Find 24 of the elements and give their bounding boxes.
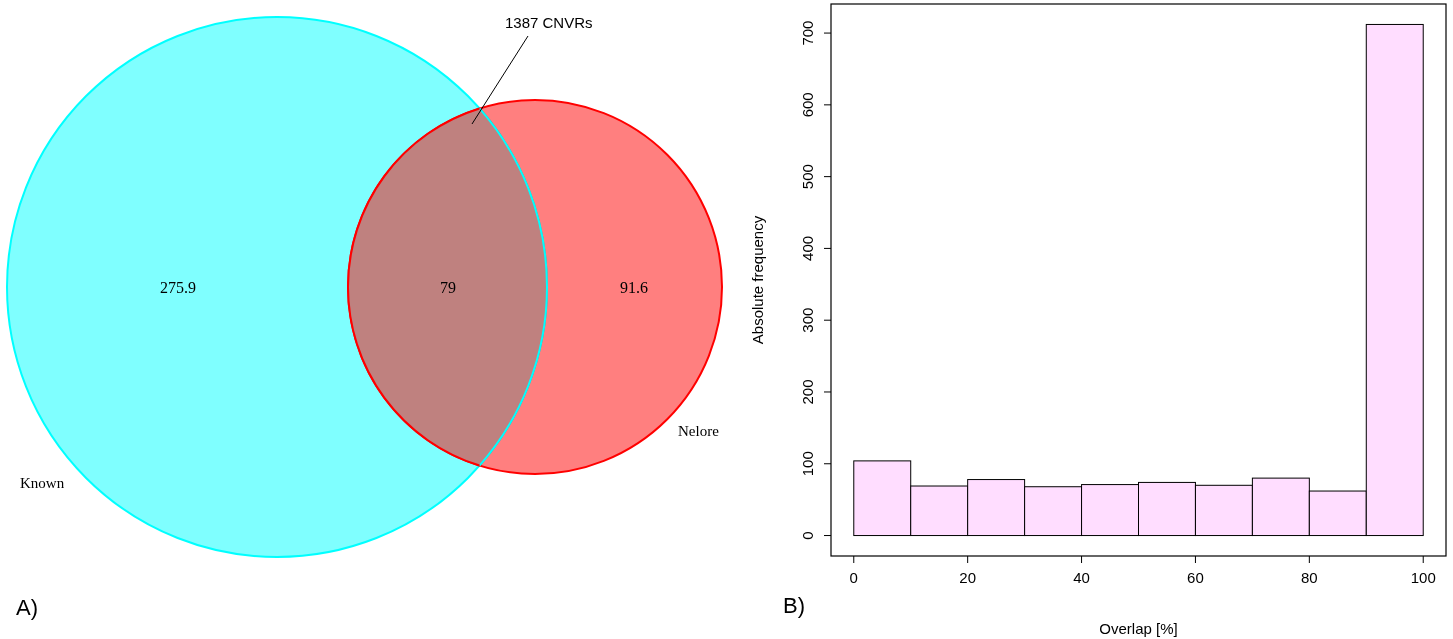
text: 1387 CNVRs [505, 14, 593, 31]
x-axis-title: Overlap [%] [1099, 620, 1178, 637]
y-tick-label: 600 [799, 92, 816, 118]
text: B) [783, 593, 805, 618]
data-label: 79 [440, 279, 456, 296]
x-tick-label: 40 [1073, 569, 1090, 586]
x-tick-label: 20 [959, 569, 977, 586]
y-tick-label: 300 [799, 307, 816, 333]
y-tick-label: 200 [799, 379, 816, 405]
y-axis-title: Absolute frequency [749, 215, 766, 345]
category-label: Known [20, 475, 65, 491]
y-tick-label: 700 [799, 20, 816, 46]
y-tick-label: 100 [799, 451, 816, 477]
x-tick-label: 0 [849, 569, 858, 586]
text: A) [16, 595, 38, 620]
data-label: 275.9 [160, 279, 196, 296]
data-label: 91.6 [620, 279, 648, 296]
y-tick-label: 400 [799, 235, 816, 261]
x-tick-label: 100 [1410, 569, 1436, 586]
y-tick-label: 500 [799, 164, 816, 190]
x-tick-label: 60 [1187, 569, 1204, 586]
category-label: Nelore [678, 423, 720, 439]
x-tick-label: 80 [1300, 569, 1318, 586]
y-tick-label: 0 [799, 531, 816, 540]
